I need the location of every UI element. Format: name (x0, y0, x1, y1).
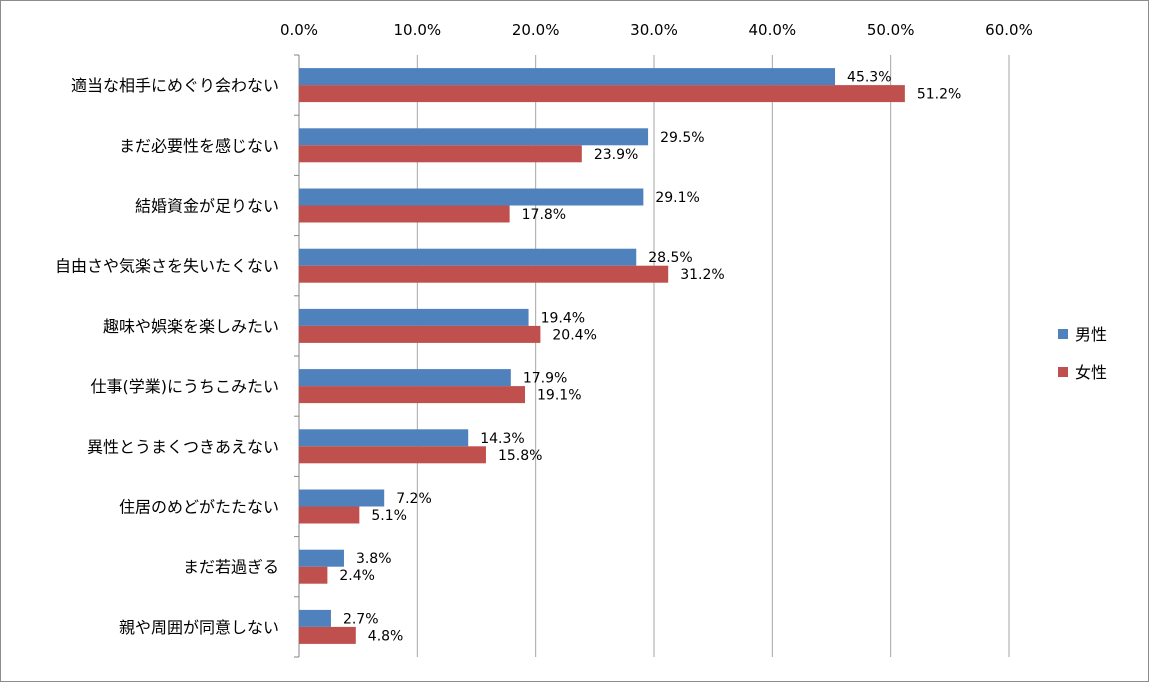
data-label: 17.9% (523, 371, 567, 387)
data-label: 5.1% (371, 508, 407, 524)
bar-female (299, 506, 360, 524)
bar-male (299, 128, 649, 146)
x-tick-label: 60.0% (985, 21, 1033, 39)
bar-female (299, 265, 669, 283)
category-label: 異性とうまくつきあえない (87, 437, 279, 456)
bar-male (299, 549, 344, 567)
x-tick-label: 0.0% (280, 21, 318, 39)
bar-male (299, 68, 836, 86)
data-label: 15.8% (498, 448, 542, 464)
data-label: 51.2% (917, 87, 961, 103)
bars (299, 68, 905, 644)
bar-male (299, 248, 637, 266)
category-label: 親や周囲が同意しない (119, 618, 279, 637)
category-label: 結婚資金が足りない (135, 197, 279, 216)
data-label: 20.4% (552, 327, 596, 343)
data-label: 29.1% (655, 190, 699, 206)
bar-female (299, 205, 510, 223)
bar-female (299, 446, 486, 464)
bar-female (299, 85, 905, 103)
category-label: 適当な相手にめぐり会わない (71, 76, 279, 95)
legend-label: 男性 (1075, 325, 1107, 344)
category-label: 趣味や娯楽を楽しみたい (103, 317, 279, 336)
legend-swatch (1058, 329, 1068, 339)
data-label: 2.4% (339, 568, 375, 584)
bar-male (299, 308, 529, 326)
category-label: まだ必要性を感じない (119, 136, 279, 155)
data-labels: 45.3% 51.2% 29.5% 23.9% 29.1% 17.8% 28.5%31.2%… (339, 70, 961, 645)
bar-female (299, 325, 541, 343)
category-label: 仕事(学業)にうちこみたい (91, 377, 280, 396)
x-tick-label: 30.0% (630, 21, 678, 39)
x-axis-ticks: 0.0% 10.0% 20.0% 30.0% 40.0% 50.0% 60.0% (280, 21, 1033, 39)
data-label: 19.4% (541, 310, 585, 326)
data-label: 23.9% (594, 147, 638, 163)
bar-male (299, 489, 385, 507)
bar-female (299, 386, 526, 404)
bar-male (299, 188, 644, 206)
data-label: 3.8% (356, 551, 392, 567)
x-tick-label: 20.0% (512, 21, 560, 39)
data-label: 14.3% (480, 431, 524, 447)
x-tick-label: 40.0% (749, 21, 797, 39)
x-tick-label: 50.0% (867, 21, 915, 39)
bar-male (299, 369, 511, 387)
legend-swatch (1058, 367, 1068, 377)
category-label: まだ若過ぎる (183, 558, 279, 577)
legend-label: 女性 (1075, 363, 1107, 382)
category-label: 自由さや気楽さを失いたくない (55, 257, 279, 276)
bar-female (299, 626, 356, 644)
data-label: 29.5% (660, 130, 704, 146)
data-label: 7.2% (396, 491, 432, 507)
data-label: 45.3% (847, 70, 891, 86)
data-label: 2.7% (343, 611, 379, 627)
bar-female (299, 566, 328, 584)
data-label: 4.8% (368, 628, 404, 644)
x-tick-label: 10.0% (394, 21, 442, 39)
data-label: 31.2% (680, 267, 724, 283)
bar-male (299, 429, 469, 447)
category-label: 住居のめどがたたない (119, 498, 279, 517)
bar-male (299, 609, 331, 627)
data-label: 17.8% (522, 207, 566, 223)
data-label: 28.5% (648, 250, 692, 266)
data-label: 19.1% (537, 388, 581, 404)
bar-female (299, 145, 582, 163)
category-labels: 適当な相手にめぐり会わないまだ必要性を感じない結婚資金が足りない自由さや気楽さを… (55, 76, 279, 637)
